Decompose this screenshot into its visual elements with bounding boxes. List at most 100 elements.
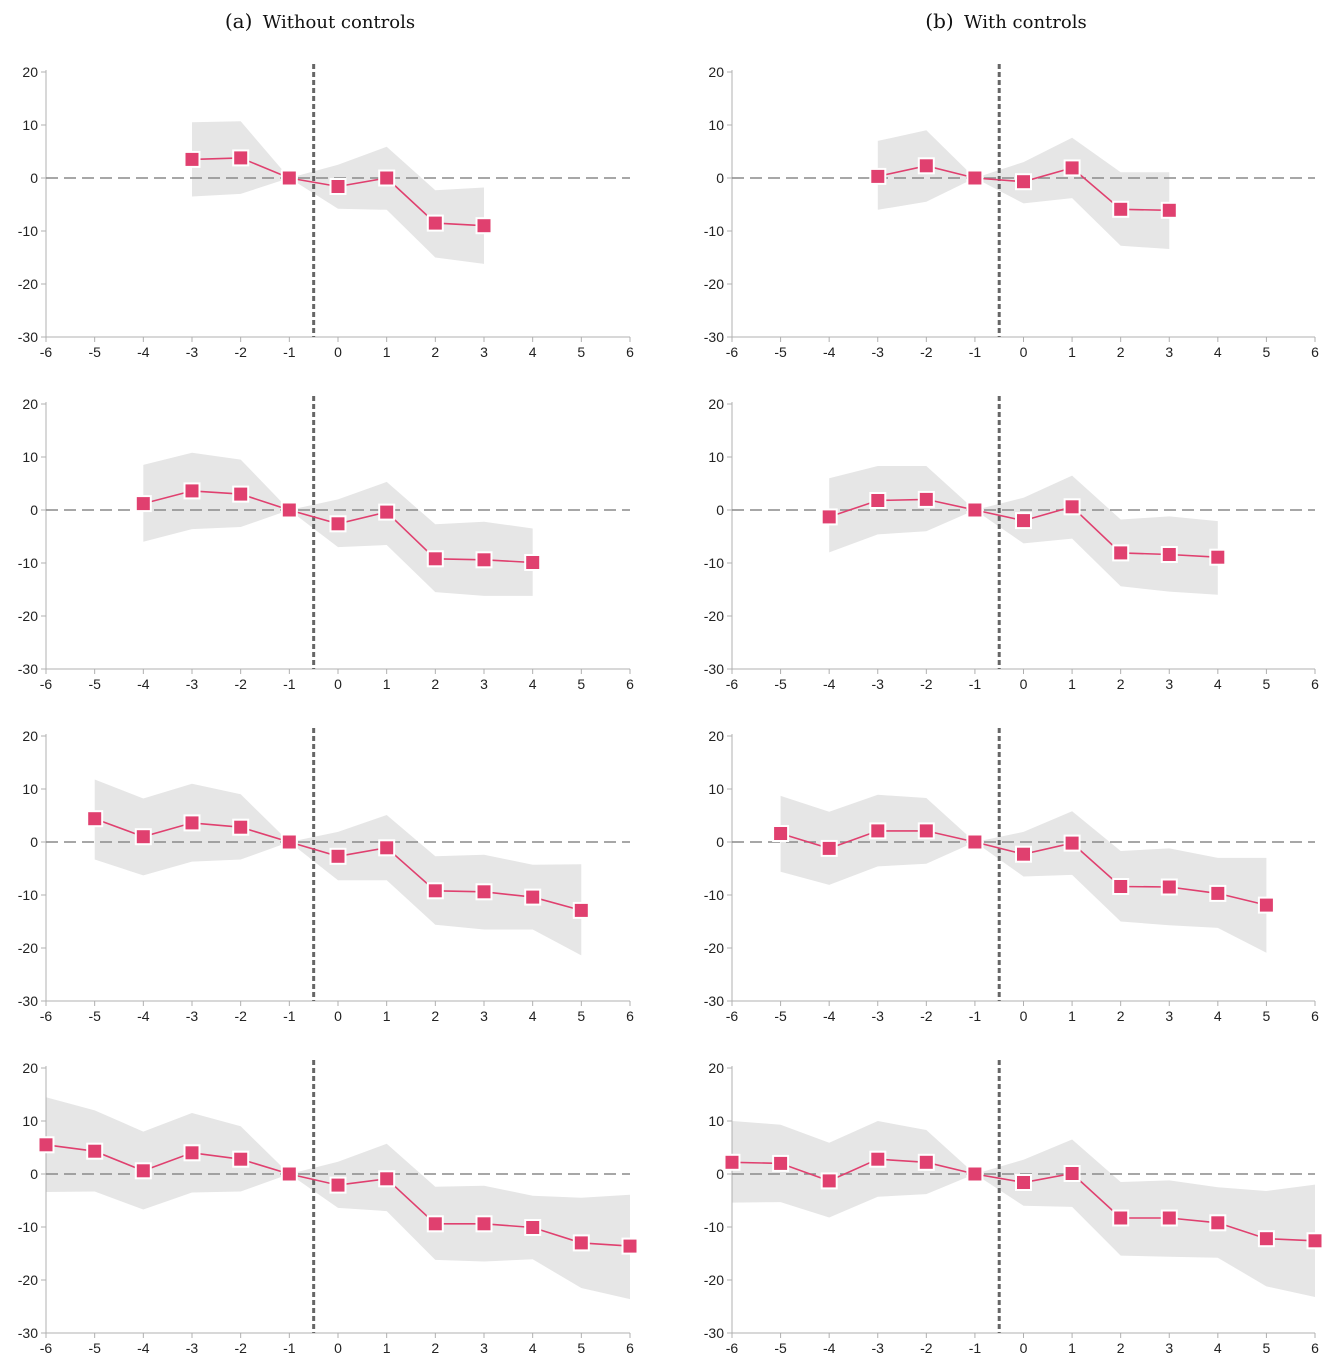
chart-row4-col-b-confidence-band	[732, 1121, 1315, 1297]
chart-row1-col-a-x-tick-label: -6	[40, 344, 53, 360]
column-title-b-text: With controls	[964, 12, 1087, 33]
chart-row3-col-a-point	[524, 888, 542, 906]
chart-row2-col-a-point	[183, 482, 201, 500]
chart-row3-col-b-point	[820, 839, 838, 857]
chart-row1-col-b-point	[1015, 173, 1032, 191]
chart-row1-col-a-x-tick-label: 4	[529, 344, 537, 360]
chart-row1-col-b-x-tick-label: -3	[872, 344, 885, 360]
chart-row2-col-a-y-tick-label: -10	[18, 555, 38, 571]
chart-row3-col-b-point	[772, 825, 790, 842]
chart-row3-col-b-x-tick-label: 0	[1020, 1008, 1028, 1024]
column-title-a-prefix: (a)	[225, 9, 253, 33]
chart-row4-col-a-point	[280, 1165, 298, 1183]
chart-row3-col-a-point	[134, 828, 152, 846]
chart-row2-col-a-y-tick-label: 0	[30, 502, 38, 518]
chart-row3-col-a-point	[183, 814, 201, 832]
chart-row2-col-b-point	[1015, 512, 1032, 530]
chart-row3-col-a-point	[232, 818, 250, 836]
chart-row2-col-b-y-tick-label: -20	[704, 608, 724, 624]
chart-row2-col-b-y-tick-label: 10	[708, 449, 724, 465]
chart-row3-col-b-x-tick-label: -4	[823, 1008, 836, 1024]
chart-row2-col-a-x-tick-label: 1	[383, 676, 391, 692]
chart-row3-col-a-y-tick-label: 20	[22, 728, 38, 744]
chart-row3-col-a-x-tick-label: 2	[431, 1008, 439, 1024]
chart-row4-col-b-point	[1063, 1165, 1081, 1182]
chart-row1-col-b-point	[1112, 200, 1130, 218]
chart-row1-col-b-x-tick-label: -1	[969, 344, 982, 360]
chart-row2-col-a-point	[426, 550, 444, 568]
chart-row2-col-b-point	[966, 501, 984, 519]
chart-row4-col-b-y-tick-label: 10	[708, 1113, 724, 1129]
chart-row4-col-a-y-tick-label: 20	[22, 1060, 38, 1076]
chart-row3-col-a-x-tick-label: 1	[383, 1008, 391, 1024]
chart-row1-col-b-point	[1063, 159, 1081, 177]
chart-row3-col-b-point	[1209, 884, 1227, 902]
chart-row2-col-a-x-tick-label: 2	[431, 676, 439, 692]
chart-row1-col-a-point	[280, 169, 298, 187]
chart-row1-col-b-x-tick-label: -5	[774, 344, 787, 360]
chart-row2-col-a-y-tick-label: 20	[22, 396, 38, 412]
chart-row4-col-a-x-tick-label: 5	[577, 1340, 585, 1356]
chart-row4-col-a-point	[426, 1215, 444, 1233]
chart-row3-col-a-x-tick-label: 5	[577, 1008, 585, 1024]
chart-row3-col-b-x-tick-label: 3	[1165, 1008, 1173, 1024]
chart-row4-col-b-point	[1306, 1232, 1324, 1250]
chart-row3-col-b-x-tick-label: 2	[1117, 1008, 1125, 1024]
chart-row3-col-b-confidence-band	[780, 794, 1267, 953]
chart-row1-col-a-point	[183, 150, 201, 168]
chart-row2-col-b-y-tick-label: 0	[716, 502, 724, 518]
chart-row3-col-b-y-tick-label: -30	[704, 993, 724, 1009]
chart-row2-col-a-point	[524, 554, 542, 571]
chart-row1-col-b-x-tick-label: 0	[1020, 344, 1028, 360]
chart-row1-col-b-point	[869, 167, 887, 185]
chart-row1-col-a-y-tick-label: -20	[18, 276, 38, 292]
chart-row3-col-a-point	[572, 901, 590, 919]
chart-row3-col-b-point	[869, 822, 887, 840]
chart-row4-col-b-x-tick-label: 6	[1311, 1340, 1319, 1356]
chart-row2-col-a-x-tick-label: 3	[480, 676, 488, 692]
chart-row4-col-a-point	[134, 1162, 152, 1180]
chart-row4-col-a-x-tick-label: -1	[283, 1340, 296, 1356]
chart-row4-col-b-y-tick-label: -20	[704, 1272, 724, 1288]
chart-row2-col-b-x-tick-label: 2	[1117, 676, 1125, 692]
chart-row2-col-a-point	[475, 551, 493, 569]
chart-row1-col-a-x-tick-label: 3	[480, 344, 488, 360]
chart-row2-col-a-y-tick-label: -30	[18, 661, 38, 677]
chart-row3-col-a-y-tick-label: -20	[18, 940, 38, 956]
chart-row1-col-a-point	[426, 214, 444, 232]
chart-row2-col-a-x-tick-label: -3	[186, 676, 199, 692]
chart-row1-col-b-x-tick-label: 6	[1311, 344, 1319, 360]
chart-row2-col-b-x-tick-label: -1	[969, 676, 982, 692]
chart-row1-col-b-x-tick-label: -2	[920, 344, 933, 360]
chart-row1-col-a-y-tick-label: -10	[18, 223, 38, 239]
chart-row1-col-a-y-tick-label: 0	[30, 170, 38, 186]
chart-row2-col-a-point	[329, 515, 347, 533]
chart-row2-col-a-y-tick-label: 10	[22, 449, 38, 465]
chart-row3-col-a-x-tick-label: 0	[334, 1008, 342, 1024]
chart-row2-col-b-point	[917, 490, 935, 508]
chart-row3-col-a-confidence-band	[94, 779, 582, 956]
chart-row4-col-a-y-tick-label: -20	[18, 1272, 38, 1288]
chart-row3-col-b-point	[917, 822, 935, 840]
chart-row3-col-b-x-tick-label: -6	[726, 1008, 739, 1024]
chart-row2-col-b-point	[1209, 548, 1227, 566]
chart-row4-col-b-x-tick-label: 4	[1214, 1340, 1222, 1356]
chart-row4-col-a-y-tick-label: -30	[18, 1325, 38, 1341]
chart-row2-col-b-x-tick-label: 3	[1165, 676, 1173, 692]
chart-row3-col-a-x-tick-label: -3	[186, 1008, 199, 1024]
chart-row2-col-b-x-tick-label: -3	[872, 676, 885, 692]
chart-row4-col-a-x-tick-label: 1	[383, 1340, 391, 1356]
chart-row4-col-a-x-tick-label: 0	[334, 1340, 342, 1356]
chart-row3-col-b-y-tick-label: 10	[708, 781, 724, 797]
chart-row3-col-b-point	[966, 833, 984, 851]
chart-row2-col-a-x-tick-label: 4	[529, 676, 537, 692]
chart-row4-col-b-x-tick-label: 1	[1068, 1340, 1076, 1356]
svg-text:(a) Without controls: (a) Without controls	[225, 9, 415, 33]
chart-row4-col-b-y-tick-label: 0	[716, 1166, 724, 1182]
chart-row2-col-b-confidence-band	[829, 466, 1218, 595]
chart-row3-col-b-y-tick-label: 20	[708, 728, 724, 744]
